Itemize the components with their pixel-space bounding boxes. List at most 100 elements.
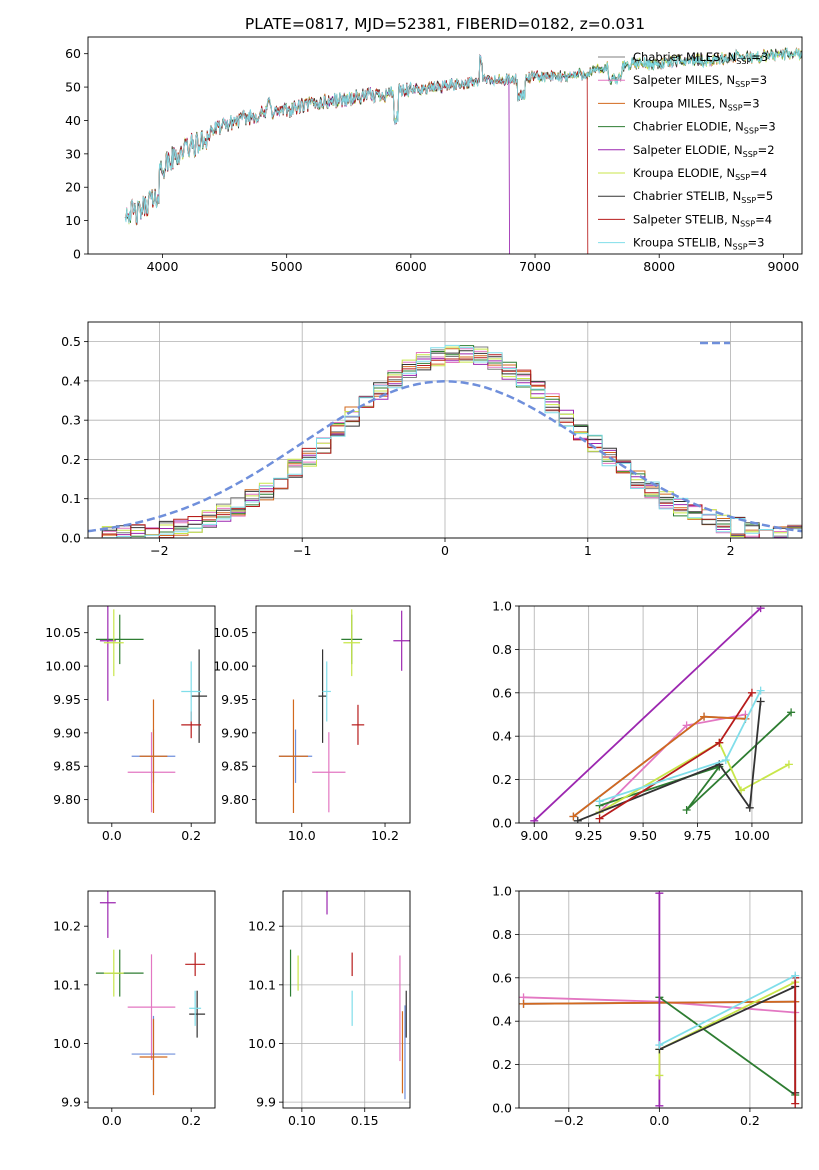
legend-label-n: , N [712,96,728,110]
grid-mass_vs_ebv [283,891,410,1108]
plot-area-weight_vs_age [530,606,796,823]
legend-label-sub: SSP [736,57,751,66]
weight-point-marker [655,1041,664,1050]
axes-frame [87,321,803,539]
weight-series-line [599,741,790,813]
legend-label: Salpeter STELIB, NSSP=4 [633,212,772,228]
spectrum-line [124,46,802,225]
y-tick-label: 0.2 [492,1057,512,1072]
y-tick-label: 0.8 [492,642,512,657]
y-tick-label: 0.0 [492,816,512,831]
x-tick-label: −1 [293,543,311,558]
x-tick-label: 0.10 [288,1113,316,1128]
plot-area-spectrum [124,46,802,254]
y-tick-label: 9.80 [53,792,81,807]
y-tick-label: 0.4 [61,373,81,388]
weight-series-line [599,711,792,811]
legend-label-base: Kroupa ELODIE [633,166,719,180]
x-tick-label: 0.2 [740,1113,760,1128]
weight-point-marker [715,738,724,747]
y-tick-label: 9.90 [221,725,249,740]
legend-label-eq: = [750,73,760,87]
y-tick-label: 10.1 [53,977,81,992]
y-tick-label: 9.85 [221,759,249,774]
y-tick-label: 40 [65,113,81,128]
legend-label-eq: = [756,189,766,203]
weight-point-marker [530,816,539,823]
panel-age_vs_Z: 0.0 0.2 9.80 9.85 9.90 9.95 10.00 10.05 [45,605,216,843]
y-tick-label: 0.4 [492,729,512,744]
legend-label-n-value: 4 [765,212,772,226]
legend-label-sub: SSP [728,103,743,112]
weight-point-marker [519,999,528,1008]
weight-point-marker [756,606,765,613]
y-tick-label: 20 [65,180,81,195]
legend-label-n: , N [720,50,736,64]
legend-label: Kroupa ELODIE, NSSP=4 [633,166,767,182]
y-tick-label: 10.0 [53,1036,81,1051]
legend-label-sub: SSP [741,196,756,205]
y-tick-label: 10.0 [248,1036,276,1051]
weight-point-marker [573,816,582,823]
weight-point-marker [747,688,756,697]
y-tick-label: 10.1 [248,977,276,992]
y-tick-label: 0.6 [492,685,512,700]
x-tick-label: 6000 [395,259,427,274]
panel-weight_vs_Z: −0.2 0.0 0.2 0.0 0.2 0.4 0.6 0.8 1.0 [492,884,803,1128]
y-tick-label: 0.6 [492,970,512,985]
weight-point-marker [655,1071,664,1080]
legend-label-sub: SSP [744,127,759,136]
legend-label: Chabrier MILES, NSSP=3 [633,50,768,66]
legend-label-n-value: 4 [760,166,767,180]
legend-label-base: Salpeter STELIB [633,212,724,226]
axes-frame [282,890,411,1109]
axes-frame [87,605,216,824]
y-tick-label: 9.95 [221,692,249,707]
weight-point-marker [700,712,709,721]
y-tick-label: 1.0 [492,599,512,614]
x-tick-label: 9000 [767,259,799,274]
legend-label-n: , N [727,143,743,157]
x-tick-label: 0.0 [102,1113,122,1128]
legend-label-base: Salpeter MILES [633,73,719,87]
y-tick-label: 9.9 [256,1095,276,1110]
axes-frame [518,890,803,1109]
y-tick-label: 9.85 [53,759,81,774]
x-tick-label: 0 [441,543,449,558]
y-tick-label: 30 [65,146,81,161]
x-tick-label: 2 [727,543,735,558]
axes-frame [87,36,803,255]
x-tick-label: −0.2 [554,1113,584,1128]
y-tick-label: 0.4 [492,1014,512,1029]
weight-point-marker [682,721,691,730]
legend-label-eq: = [755,212,765,226]
x-tick-label: 4000 [147,259,179,274]
legend-label-base: Kroupa STELIB [633,236,717,250]
legend-label-n-value: 3 [752,96,759,110]
y-tick-label: 10.00 [45,659,81,674]
y-tick-label: 0.3 [61,413,81,428]
y-tick-label: 60 [65,46,81,61]
legend-label-eq: = [751,50,761,64]
legend-label-base: Chabrier MILES [633,50,720,64]
y-tick-label: 10.05 [213,625,249,640]
y-tick-label: 0.0 [61,531,81,546]
weight-series-line [658,974,796,1046]
legend-label-base: Kroupa MILES [633,96,712,110]
weight-point-marker [745,803,754,812]
figure-title: PLATE=0817, MJD=52381, FIBERID=0182, z=0… [245,15,645,33]
legend-label: Salpeter MILES, NSSP=3 [633,73,767,89]
y-tick-label: 0 [73,247,81,262]
weight-point-marker [569,812,578,821]
legend-label-sub: SSP [743,150,758,159]
y-tick-label: 10.2 [53,919,81,934]
plot-area-mass_vs_ebv [289,891,407,1100]
spectrum-line [124,56,589,254]
weight-point-marker [756,686,765,695]
weight-point-marker [756,697,765,706]
legend-label-n-value: 5 [766,189,773,203]
weight-series-line [533,607,762,822]
panel-mass_vs_ebv: 0.10 0.15 9.9 10.0 10.1 10.2 [248,890,411,1128]
legend-label-eq: = [748,236,758,250]
